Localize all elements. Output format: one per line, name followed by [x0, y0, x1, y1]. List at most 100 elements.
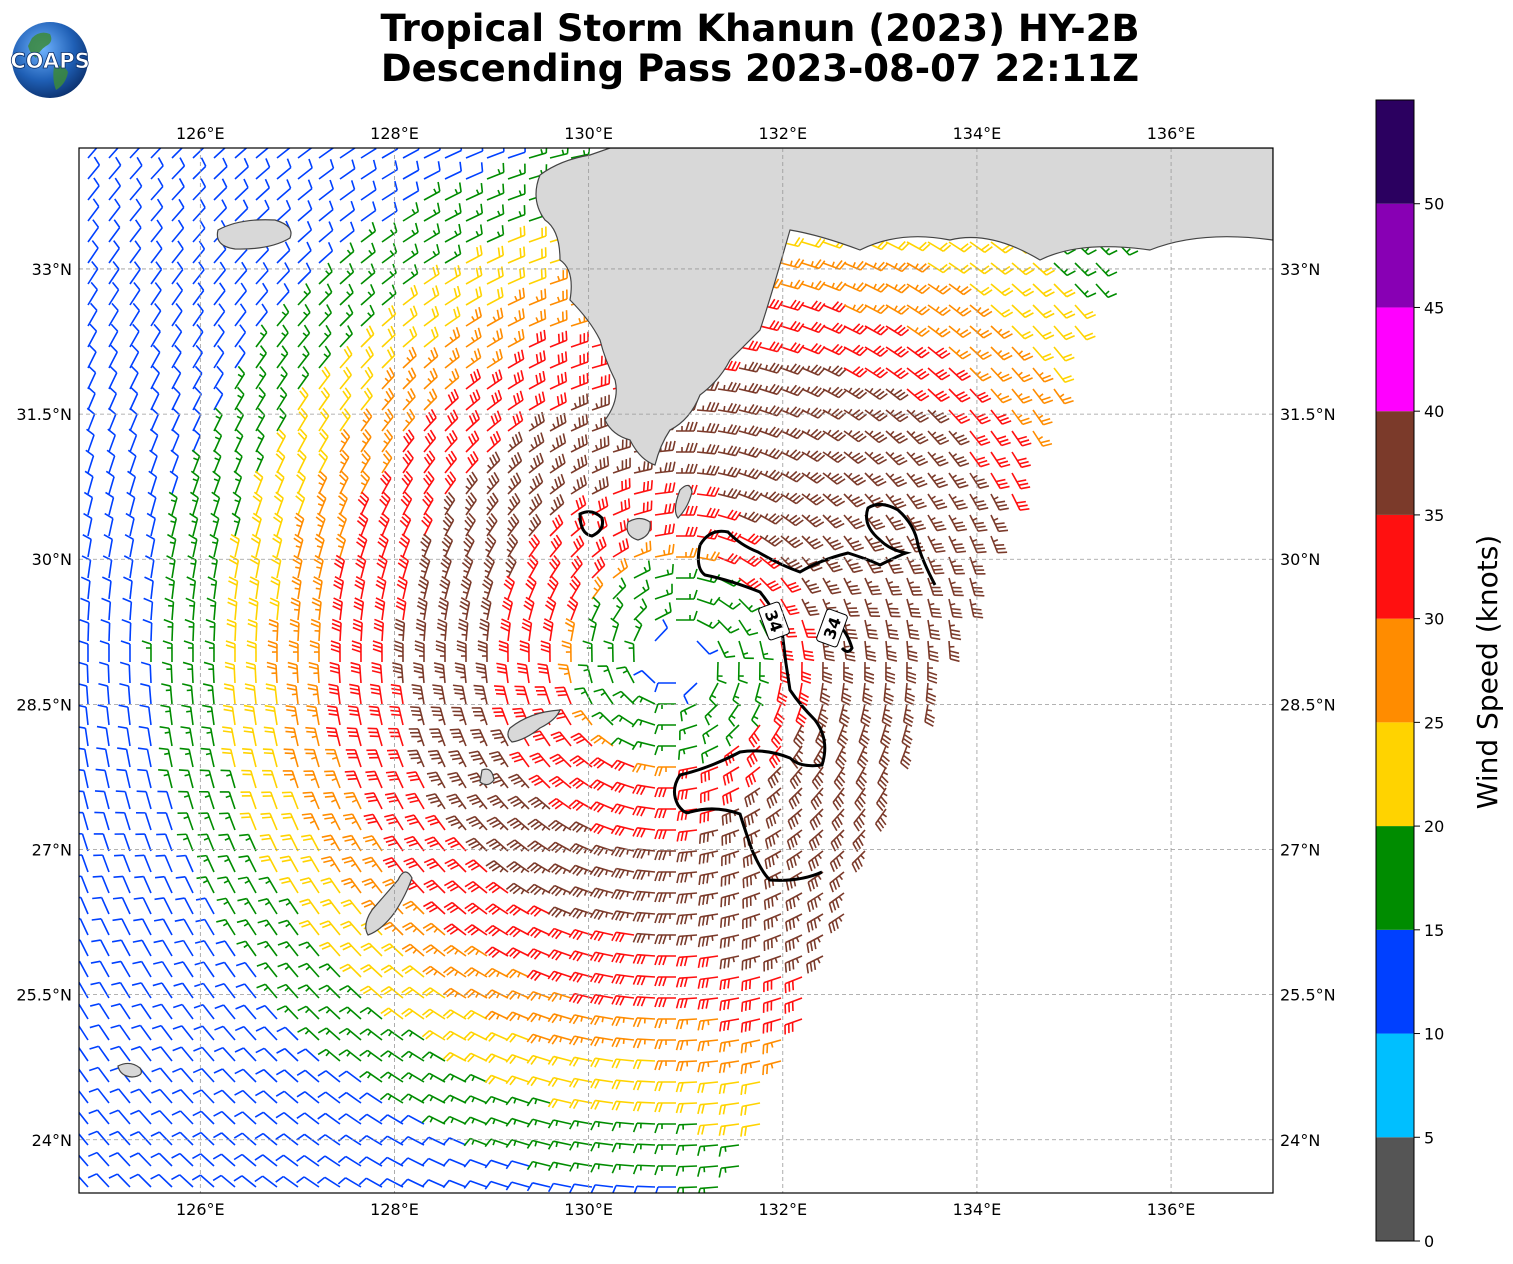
wind-barb: [611, 1100, 635, 1111]
wind-barb: [173, 961, 194, 978]
wind-barb: [763, 913, 782, 931]
wind-barb: [94, 811, 110, 831]
wind-barb: [94, 790, 110, 810]
wind-barb: [381, 160, 399, 180]
wind-barb: [256, 983, 278, 999]
wind-barb: [149, 428, 159, 453]
wind-barb: [1053, 325, 1075, 341]
wind-barb: [112, 896, 131, 915]
wind-barb: [549, 392, 567, 411]
wind-barb: [192, 1089, 215, 1104]
wind-barb: [272, 533, 283, 558]
wind-barb: [717, 509, 742, 521]
wind-barb: [927, 619, 941, 641]
wind-barb: [357, 491, 370, 516]
wind-barb: [444, 285, 461, 306]
wind-barb: [696, 640, 719, 655]
wind-barb: [358, 1156, 383, 1167]
wind-barb: [463, 1180, 488, 1189]
wind-barb: [255, 1047, 278, 1062]
wind-barb: [342, 834, 362, 852]
colorbar-tick-label: 50: [1424, 195, 1444, 214]
wind-barb: [130, 1109, 152, 1125]
wind-barb: [296, 1154, 320, 1167]
wind-barb: [294, 512, 305, 537]
wind-barb: [413, 662, 425, 684]
wind-barb: [854, 787, 867, 811]
wind-barb: [111, 939, 131, 957]
wind-barb: [840, 682, 852, 706]
wind-barb: [150, 1110, 173, 1125]
wind-barb: [883, 682, 894, 706]
wind-barb: [110, 1045, 131, 1062]
wind-barb: [1011, 451, 1031, 469]
wind-barb: [219, 812, 236, 831]
wind-barb: [151, 1046, 173, 1062]
wind-barb: [197, 833, 215, 852]
wind-barb: [261, 791, 278, 810]
wind-barb: [505, 947, 530, 959]
wind-barb: [79, 790, 89, 810]
wind-barb: [568, 799, 593, 812]
wind-barb: [835, 745, 847, 770]
wind-barb: [507, 472, 522, 495]
wind-barb: [1053, 262, 1076, 277]
wind-barb: [137, 768, 152, 789]
wind-barb: [570, 535, 585, 558]
wind-barb: [759, 469, 784, 482]
wind-barb: [506, 839, 530, 852]
wind-barb: [297, 200, 313, 222]
wind-barb: [109, 1109, 131, 1125]
wind-barb: [547, 906, 572, 918]
wind-barb: [339, 304, 354, 327]
wind-barb: [740, 1018, 761, 1033]
wind-barb: [108, 302, 119, 327]
wind-barb: [527, 818, 551, 831]
wind-barb: [924, 703, 936, 727]
wind-barb: [265, 683, 278, 705]
wind-barb: [369, 683, 383, 705]
wind-barb: [570, 352, 589, 369]
wind-barb: [927, 325, 951, 338]
wind-barb: [338, 1049, 362, 1062]
wind-barb: [227, 597, 238, 621]
wind-barb: [402, 450, 414, 474]
wind-barb: [762, 1060, 782, 1076]
wind-barb: [264, 704, 278, 726]
wind-barb: [549, 433, 567, 453]
wind-barb: [654, 745, 676, 756]
wind-barb: [359, 1028, 383, 1041]
wind-barb: [171, 303, 183, 327]
wind-barb: [389, 705, 404, 726]
wind-barb: [537, 663, 551, 684]
wind-barb: [226, 618, 237, 642]
wind-barb: [697, 934, 719, 948]
wind-barb: [864, 577, 882, 596]
wind-barb: [486, 307, 504, 327]
wind-barb: [192, 282, 205, 306]
wind-barb: [744, 787, 761, 808]
wind-barb: [822, 365, 847, 377]
wind-barb: [610, 803, 635, 815]
wind-barb: [108, 407, 117, 432]
wind-barb: [801, 535, 824, 550]
wind-barb: [784, 997, 803, 1014]
wind-barb: [297, 148, 313, 159]
wind-barb: [296, 1069, 320, 1083]
wind-barb: [252, 491, 263, 516]
wind-barb: [697, 1144, 719, 1156]
wind-barb: [505, 904, 530, 916]
wind-barb: [675, 1144, 698, 1156]
wind-barb: [718, 1102, 740, 1116]
wind-barb: [283, 748, 299, 768]
wind-barb: [577, 664, 593, 684]
wind-barb: [632, 1017, 656, 1028]
wind-barb: [785, 892, 803, 912]
wind-barb: [843, 408, 867, 421]
wind-barb: [654, 619, 669, 642]
wind-barb: [88, 1088, 110, 1104]
wind-barb: [254, 1111, 278, 1125]
wind-barb: [632, 911, 656, 923]
wind-barb: [843, 661, 854, 684]
wind-barb: [806, 934, 824, 953]
